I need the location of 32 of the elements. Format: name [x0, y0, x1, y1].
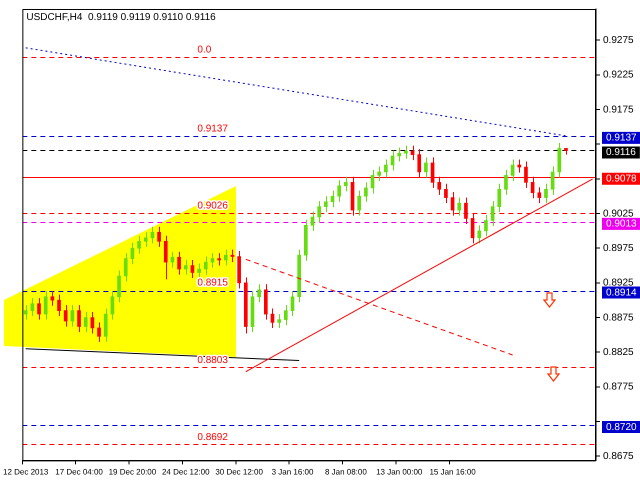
annotation: 0.8915: [197, 278, 228, 289]
ref-line-label: 0.9116: [606, 147, 636, 158]
x-tick-label: 13 Jan 00:00: [376, 467, 423, 476]
x-tick-label: 12 Dec 2013: [2, 467, 49, 476]
chart-title: USDCHF,H4 0.9119 0.9119 0.9110 0.9116: [26, 12, 216, 23]
ref-line-label: 0.9137: [606, 132, 638, 144]
ref-line-label: 0.8914: [606, 287, 638, 298]
y-tick-label: 0.8825: [603, 346, 634, 358]
x-tick-label: 19 Dec 20:00: [108, 467, 157, 476]
x-tick-label: 15 Jan 16:00: [429, 467, 476, 476]
y-tick-label: 0.9025: [603, 208, 634, 220]
x-tick-label: 3 Jan 16:00: [272, 467, 314, 476]
y-tick-label: 0.9175: [603, 104, 634, 116]
annotation: 0.8692: [197, 432, 228, 444]
y-tick-label: 0.9275: [603, 34, 634, 46]
ref-line-label: 0.9013: [606, 218, 638, 230]
annotation: 0.8803: [197, 355, 228, 366]
annotation: 0.9026: [197, 200, 228, 212]
x-tick-label: 8 Jan 08:00: [324, 467, 368, 476]
ref-line-label: 0.8720: [606, 422, 638, 433]
x-tick-label: 24 Dec 12:00: [162, 467, 210, 476]
y-tick-label: 0.9225: [603, 70, 634, 81]
y-tick-label: 0.8975: [603, 242, 634, 254]
x-tick-label: 17 Dec 04:00: [55, 467, 104, 476]
x-tick-label: 30 Dec 12:00: [215, 467, 264, 476]
y-tick-label: 0.8775: [603, 382, 634, 393]
y-tick-label: 0.8875: [603, 312, 634, 324]
y-tick-label: 0.8675: [603, 450, 634, 462]
ref-line-label: 0.9078: [606, 174, 638, 185]
y-tick-label: 0.8925: [603, 278, 634, 289]
annotation: 0.9137: [197, 124, 228, 135]
annotation: 0.0: [197, 44, 212, 56]
